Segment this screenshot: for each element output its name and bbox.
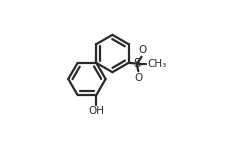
Text: CH₃: CH₃ — [148, 59, 167, 69]
Text: S: S — [134, 57, 141, 70]
Text: O: O — [134, 73, 142, 83]
Text: OH: OH — [88, 106, 104, 116]
Text: O: O — [139, 45, 147, 55]
